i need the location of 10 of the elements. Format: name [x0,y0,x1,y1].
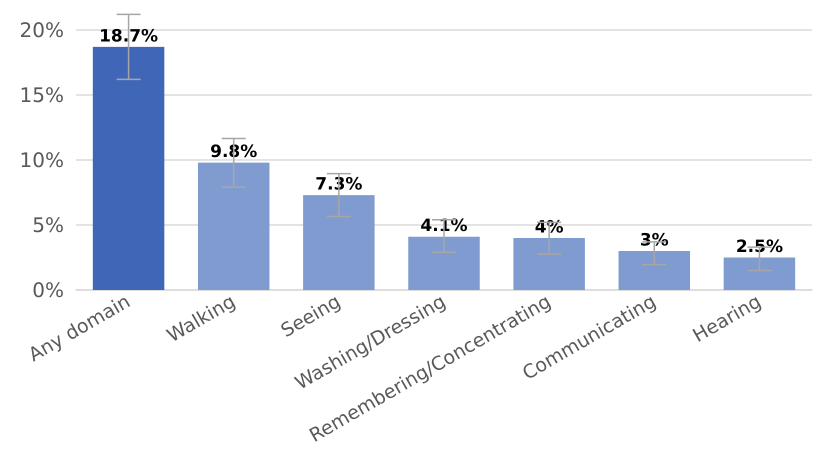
data-label: 18.7% [99,26,158,46]
data-label: 2.5% [736,237,784,257]
y-tick-label: 20% [20,18,64,42]
y-tick-label: 10% [20,148,64,172]
y-tick-label: 0% [32,278,64,302]
y-tick-label: 15% [20,83,64,107]
data-label: 7.3% [315,174,362,195]
data-label: 3% [640,230,669,250]
y-tick-label: 5% [32,213,64,237]
data-label: 9.8% [210,142,258,162]
